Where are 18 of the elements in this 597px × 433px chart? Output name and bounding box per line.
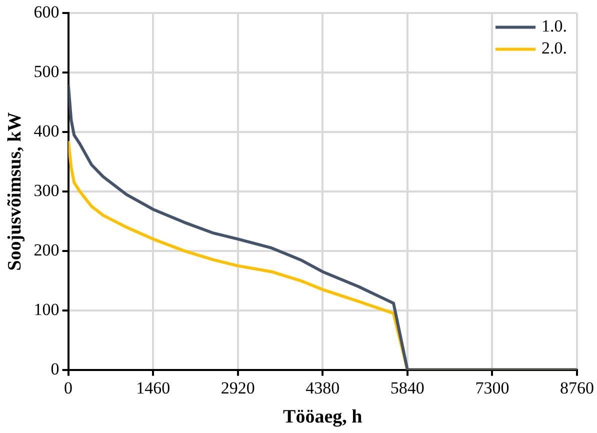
y-tick-label: 200 [34,240,60,260]
y-tick-label: 600 [34,2,60,22]
y-tick-label: 400 [34,122,60,141]
legend-label: 2.0. [542,38,567,58]
x-tick-label: 1460 [136,378,170,398]
y-tick-label: 100 [34,300,60,319]
y-tick-label: 500 [34,62,60,82]
x-tick-label: 7300 [475,378,510,398]
y-tick-label: 0 [50,359,60,378]
x-tick-label: 5840 [390,378,424,398]
x-tick-label: 8760 [560,378,594,398]
legend-label: 1.0. [542,16,567,36]
x-tick-label: 2920 [220,378,255,398]
x-tick-label: 0 [64,378,73,398]
x-tick-label: 4380 [306,378,340,398]
x-axis-title: Tööaeg, h [283,406,363,428]
y-tick-label: 300 [34,180,60,200]
y-axis-title: Soojusvõimsus, kW [4,112,26,271]
